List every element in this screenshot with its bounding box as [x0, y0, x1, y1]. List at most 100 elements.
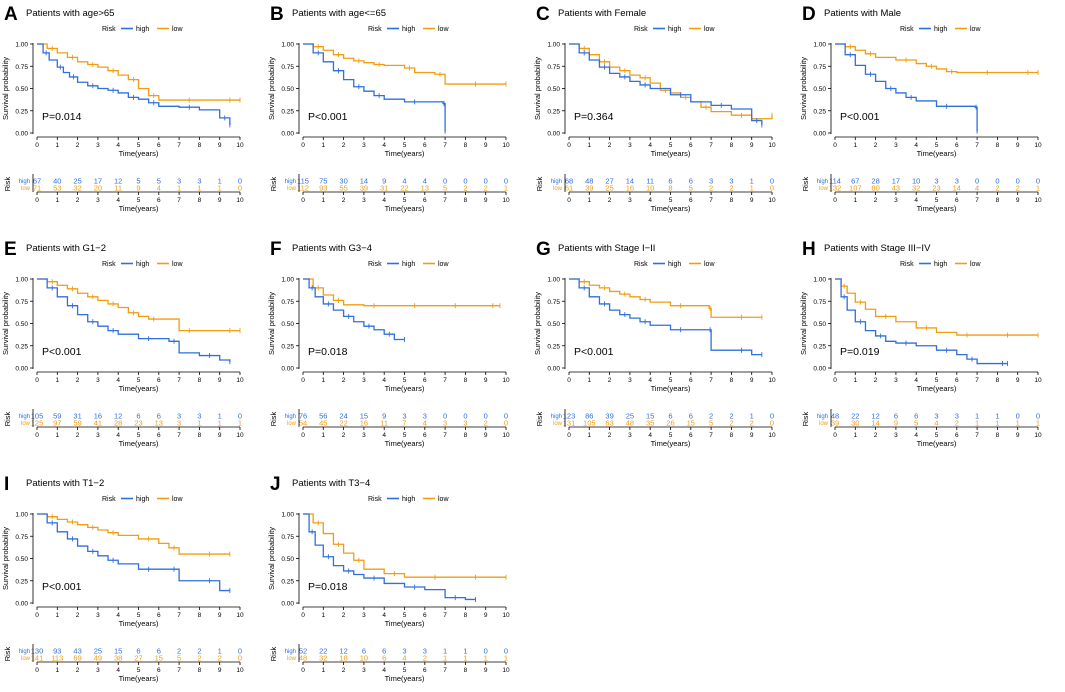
- risk-table-x-tick-label: 9: [218, 432, 222, 439]
- risk-count-low: 2: [218, 654, 222, 663]
- risk-count-high: 43: [73, 647, 81, 656]
- risk-count-high: 17: [892, 177, 900, 186]
- risk-count-low: 35: [646, 419, 654, 428]
- risk-count-low: 3: [443, 419, 447, 428]
- risk-table-x-tick-label: 3: [362, 667, 366, 674]
- x-tick-label: 2: [874, 142, 878, 149]
- risk-count-low: 4: [157, 184, 161, 193]
- x-tick-label: 2: [342, 142, 346, 149]
- legend-high-label: high: [136, 26, 149, 33]
- risk-count-low: 69: [73, 654, 81, 663]
- km-curve-low: [835, 278, 1038, 336]
- risk-table-title: Risk: [535, 176, 544, 191]
- risk-count-low: 31: [380, 184, 388, 193]
- panel-letter: B: [270, 4, 284, 25]
- risk-count-high: 0: [238, 647, 242, 656]
- km-curve-high: [37, 43, 231, 125]
- y-tick-label: 0.75: [15, 299, 28, 306]
- risk-count-high: 130: [31, 647, 44, 656]
- x-tick-label: 1: [55, 142, 59, 149]
- risk-table-x-tick-label: 9: [1016, 432, 1020, 439]
- x-tick-label: 10: [1034, 377, 1042, 384]
- risk-table-x-tick-label: 4: [116, 197, 120, 204]
- x-axis-title: Time(years): [119, 384, 159, 393]
- risk-table-x-tick-label: 1: [321, 432, 325, 439]
- risk-table-x-tick-label: 10: [768, 432, 776, 439]
- risk-count-high: 9: [382, 412, 386, 421]
- risk-count-high: 0: [770, 177, 774, 186]
- risk-table-x-tick-label: 0: [567, 432, 571, 439]
- y-tick-label: 0.75: [15, 64, 28, 71]
- risk-table-title: Risk: [535, 411, 544, 426]
- risk-table-x-tick-label: 5: [403, 432, 407, 439]
- km-curve-low: [569, 278, 762, 318]
- risk-table-x-tick-label: 7: [975, 432, 979, 439]
- risk-table-title: Risk: [269, 411, 278, 426]
- x-tick-label: 5: [669, 142, 673, 149]
- x-tick-label: 7: [443, 377, 447, 384]
- x-tick-label: 3: [362, 612, 366, 619]
- risk-count-high: 52: [299, 647, 307, 656]
- risk-table-row-label-low: low: [819, 186, 829, 192]
- risk-count-high: 0: [1016, 412, 1020, 421]
- x-tick-label: 7: [443, 612, 447, 619]
- y-tick-label: 0.00: [547, 366, 560, 373]
- x-tick-label: 5: [403, 142, 407, 149]
- risk-count-high: 28: [871, 177, 879, 186]
- x-tick-label: 4: [914, 377, 918, 384]
- risk-count-low: 5: [914, 419, 918, 428]
- risk-count-low: 15: [155, 654, 163, 663]
- x-tick-label: 0: [35, 612, 39, 619]
- panel-title: Patients with T3−4: [292, 478, 370, 489]
- risk-table-row-label-low: low: [819, 421, 829, 427]
- x-axis-title: Time(years): [651, 384, 691, 393]
- risk-count-low: 5: [709, 419, 713, 428]
- x-tick-label: 9: [218, 377, 222, 384]
- y-tick-label: 0.00: [281, 601, 294, 608]
- risk-table-x-tick-label: 7: [709, 197, 713, 204]
- risk-count-high: 16: [94, 412, 102, 421]
- risk-count-high: 3: [402, 647, 406, 656]
- risk-count-high: 0: [484, 647, 488, 656]
- risk-table-x-tick-label: 8: [996, 197, 1000, 204]
- risk-count-high: 105: [31, 412, 44, 421]
- x-tick-label: 9: [484, 142, 488, 149]
- x-tick-label: 8: [730, 142, 734, 149]
- panel-letter: H: [802, 239, 816, 260]
- risk-count-low: 4: [423, 419, 427, 428]
- risk-count-low: 0: [238, 654, 242, 663]
- panel-title: Patients with Female: [558, 8, 646, 19]
- x-tick-label: 2: [608, 377, 612, 384]
- x-tick-label: 7: [443, 142, 447, 149]
- risk-table-x-tick-label: 6: [157, 667, 161, 674]
- legend-title: Risk: [102, 496, 116, 503]
- x-tick-label: 3: [96, 612, 100, 619]
- risk-count-low: 9: [136, 184, 140, 193]
- risk-table-x-tick-label: 0: [567, 197, 571, 204]
- risk-count-high: 39: [605, 412, 613, 421]
- risk-table-x-tick-label: 7: [177, 432, 181, 439]
- risk-count-high: 93: [53, 647, 61, 656]
- risk-count-high: 25: [626, 412, 634, 421]
- x-tick-label: 8: [198, 612, 202, 619]
- risk-table-x-tick-label: 4: [914, 197, 918, 204]
- risk-table-x-tick-label: 0: [833, 197, 837, 204]
- y-axis-title: Survival probability: [1, 527, 10, 590]
- risk-count-low: 93: [319, 184, 327, 193]
- risk-table-row-label-high: high: [817, 414, 828, 420]
- km-curve-high: [303, 513, 476, 601]
- risk-count-low: 5: [689, 184, 693, 193]
- risk-table-row-label-low: low: [21, 421, 31, 427]
- risk-table-x-tick-label: 3: [362, 432, 366, 439]
- x-tick-label: 3: [894, 142, 898, 149]
- x-tick-label: 6: [157, 612, 161, 619]
- y-tick-label: 0.25: [281, 343, 294, 350]
- risk-table-x-tick-label: 9: [484, 667, 488, 674]
- risk-table-x-tick-label: 5: [403, 667, 407, 674]
- x-tick-label: 6: [955, 142, 959, 149]
- y-tick-label: 0.50: [281, 86, 294, 93]
- risk-count-high: 0: [1036, 412, 1040, 421]
- risk-count-high: 48: [831, 412, 839, 421]
